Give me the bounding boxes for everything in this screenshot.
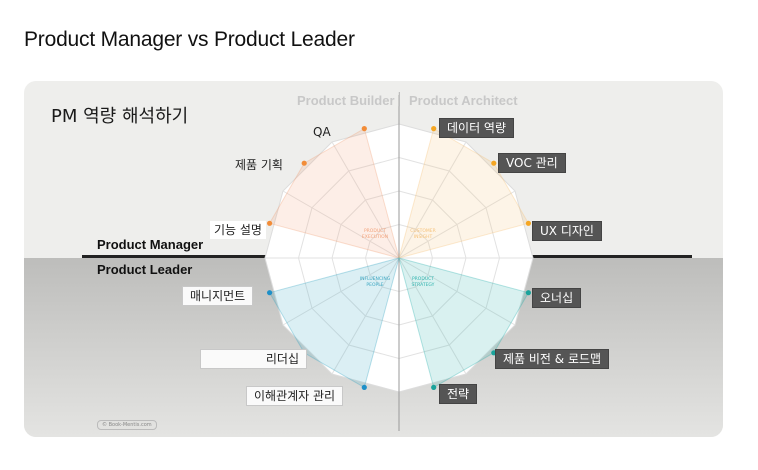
grid-spoke-11	[282, 190, 400, 259]
competency-radar-diagram: PRODUCTEXECUTIONCUSTOMERINSIGHTINFLUENCI…	[24, 95, 723, 437]
competency-dot-2	[301, 160, 307, 166]
quadrant-label-influencing-people-line2: PEOPLE	[366, 282, 383, 288]
competency-dot-9	[361, 384, 367, 390]
competency-dot-7	[267, 290, 273, 296]
product-leader-band-label: Product Leader	[97, 262, 193, 277]
quadrant-label-influencing-people-line1: INFLUENCING	[360, 276, 391, 282]
competency-dot-5	[491, 160, 497, 166]
grid-spoke-9	[282, 257, 400, 326]
competency-dot-3	[267, 220, 273, 226]
quadrant-label-product-strategy-line1: PRODUCT	[412, 276, 434, 282]
competency-strategy: 전략	[439, 384, 478, 404]
competency-dot-4	[431, 126, 437, 132]
competency-voc-management: VOC 관리	[498, 153, 566, 173]
product-manager-band-label: Product Manager	[97, 237, 204, 252]
competency-dot-10	[525, 290, 531, 296]
quadrant-label-customer-insight-line1: CUSTOMER	[410, 228, 435, 234]
grid-spoke-8	[331, 257, 400, 375]
page-heading: Product Manager vs Product Leader	[24, 28, 355, 51]
product-builder-header: Product Builder	[297, 93, 395, 108]
competency-dot-1	[361, 126, 367, 132]
quadrant-label-product-strategy-line2: STRATEGY	[412, 282, 435, 288]
competency-product-vision-roadmap: 제품 비전 & 로드맵	[495, 349, 610, 369]
quadrant-label-customer-insight-line2: INSIGHT	[414, 234, 433, 240]
competency-leadership: 리더십	[200, 349, 307, 369]
competency-management: 매니지먼트	[182, 286, 254, 306]
quadrant-label-product-execution-line2: EXECUTION	[362, 234, 388, 240]
grid-spoke-5	[398, 257, 516, 326]
competency-product-planning: 제품 기획	[235, 158, 283, 172]
competency-dot-6	[525, 220, 531, 226]
grid-spoke-3	[398, 190, 516, 259]
grid-spoke-2	[398, 141, 467, 259]
grid-spoke-12	[331, 141, 400, 259]
competency-feature-description: 기능 설명	[210, 221, 266, 239]
competency-data-skills: 데이터 역량	[439, 118, 515, 138]
watermark: © Book-Mentis.com	[97, 420, 157, 430]
competency-dot-12	[431, 384, 437, 390]
competency-qa: QA	[313, 125, 331, 139]
competency-stakeholder-management: 이해관계자 관리	[246, 386, 344, 406]
competency-ux-design: UX 디자인	[532, 221, 602, 241]
grid-spoke-6	[398, 257, 467, 375]
product-architect-header: Product Architect	[409, 93, 518, 108]
pm-competency-diagram-card: PRODUCT EXECUTION CUSTOMER INSIGHT INFLUENCI…	[24, 81, 723, 437]
competency-ownership: 오너십	[532, 288, 582, 308]
diagram-title: PM 역량 해석하기	[51, 106, 189, 127]
header-separator: |	[397, 91, 402, 107]
quadrant-label-product-execution-line1: PRODUCT	[364, 228, 386, 234]
